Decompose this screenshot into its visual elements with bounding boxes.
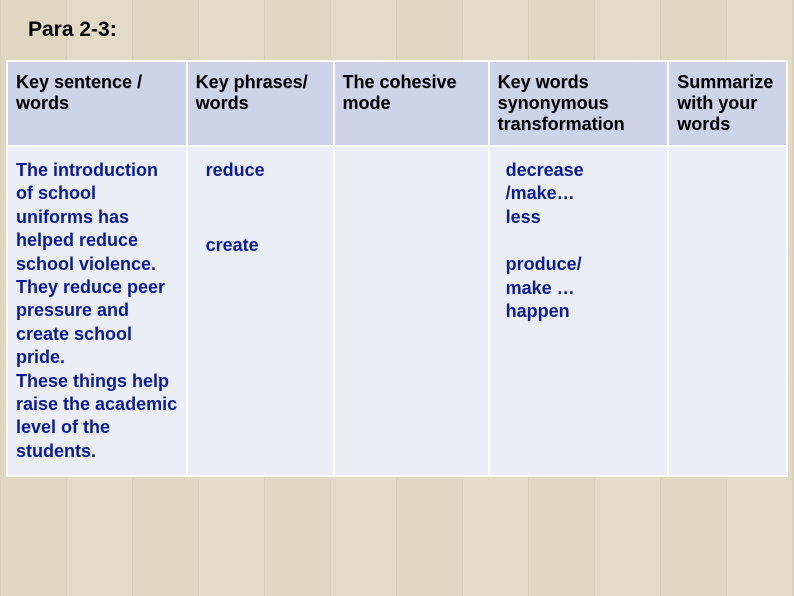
phrase-item: create [196, 234, 325, 257]
header-cohesive-mode: The cohesive mode [334, 61, 489, 146]
page-title: Para 2-3: [28, 18, 117, 42]
analysis-table: Key sentence / words Key phrases/ words … [6, 60, 788, 477]
cell-synonyms: decrease /make… less produce/ make … hap… [489, 146, 669, 476]
cell-key-sentence: The introduction of school uniforms has … [7, 146, 187, 476]
header-key-sentence: Key sentence / words [7, 61, 187, 146]
header-key-phrases: Key phrases/ words [187, 61, 334, 146]
cell-cohesive [334, 146, 489, 476]
header-synonymous: Key words synonymous transformation [489, 61, 669, 146]
phrase-item: reduce [196, 159, 325, 182]
cell-summary [668, 146, 787, 476]
table-row: The introduction of school uniforms has … [7, 146, 787, 476]
table-header-row: Key sentence / words Key phrases/ words … [7, 61, 787, 146]
synonym-item: decrease /make… less [498, 159, 660, 229]
analysis-table-container: Key sentence / words Key phrases/ words … [6, 60, 788, 477]
header-summarize: Summarize with your words [668, 61, 787, 146]
cell-key-phrases: reduce create [187, 146, 334, 476]
key-sentence-text: The introduction of school uniforms has … [16, 159, 178, 463]
synonym-item: produce/ make … happen [498, 253, 660, 323]
